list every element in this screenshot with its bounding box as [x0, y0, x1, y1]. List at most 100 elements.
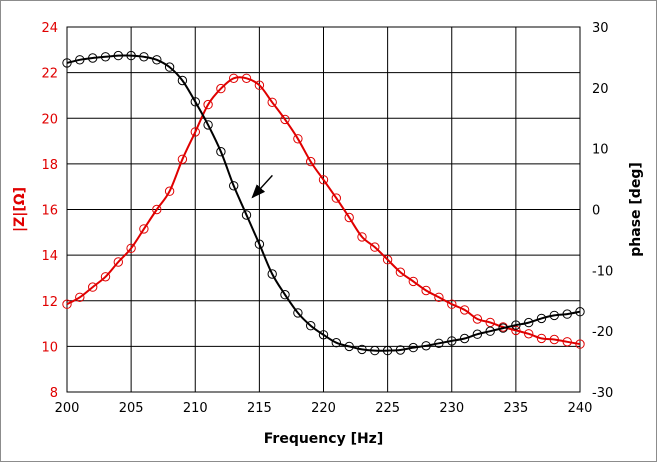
- y-right-tick-label: -10: [592, 264, 613, 279]
- phase-data-point: [254, 239, 265, 249]
- y-right-axis-title: phase [deg]: [628, 162, 644, 256]
- phase-data-point: [113, 50, 124, 61]
- phase-data-point: [75, 55, 85, 65]
- x-tick-label: 230: [439, 401, 464, 416]
- x-tick-label: 205: [119, 401, 144, 416]
- phase-data-point: [318, 330, 329, 340]
- impedance-data-point: [152, 204, 162, 215]
- impedance-data-point: [190, 127, 201, 137]
- y-left-tick-label: 12: [41, 295, 58, 310]
- phase-data-point: [100, 52, 111, 62]
- impedance-data-point: [459, 305, 470, 315]
- impedance-data-point: [254, 80, 265, 90]
- impedance-data-point: [447, 299, 457, 309]
- impedance-data-point: [434, 292, 444, 302]
- phase-data-point: [472, 329, 483, 339]
- annotations: [251, 174, 273, 199]
- phase-data-point: [306, 321, 316, 331]
- annotation-arrow: [251, 174, 273, 199]
- x-axis-title: Frequency [Hz]: [264, 431, 383, 447]
- y-right-tick-label: 10: [592, 143, 609, 158]
- impedance-data-point: [370, 242, 380, 252]
- x-tick-label: 200: [55, 401, 80, 416]
- impedance-data-point: [164, 186, 175, 196]
- phase-data-point: [575, 307, 585, 317]
- impedance-data-point: [75, 292, 85, 302]
- y-right-tick-label: 0: [592, 204, 600, 219]
- x-tick-label: 235: [503, 401, 528, 416]
- phase-data-point: [485, 326, 495, 336]
- y-right-tick-label: -20: [592, 325, 613, 340]
- impedance-data-point: [280, 114, 290, 125]
- phase-data-point: [177, 75, 188, 86]
- grid: [66, 26, 581, 393]
- axes: 200 205 210 215 220 225 230 235 2408101214161820…: [41, 21, 613, 416]
- impedance-data-point: [536, 333, 547, 344]
- impedance-data-point: [357, 232, 367, 242]
- impedance-data-point: [331, 193, 341, 203]
- y-left-tick-label: 14: [41, 249, 58, 264]
- impedance-data-point: [113, 257, 124, 267]
- phase-data-point: [524, 317, 534, 328]
- phase-data-point: [408, 342, 418, 353]
- y-right-tick-label: 20: [592, 82, 609, 97]
- y-left-tick-label: 18: [41, 158, 58, 173]
- phase-data-point: [331, 338, 341, 348]
- y-left-tick-label: 8: [50, 386, 58, 401]
- x-tick-label: 220: [311, 401, 336, 416]
- phase-data-point: [62, 58, 72, 68]
- y-left-tick-label: 10: [41, 340, 58, 355]
- phase-data-point: [421, 341, 431, 351]
- phase-data-point: [344, 341, 354, 352]
- impedance-data-point: [395, 267, 406, 277]
- impedance-data-point: [575, 339, 585, 349]
- y-left-tick-label: 20: [41, 112, 58, 127]
- phase-data-point: [459, 333, 470, 344]
- phase-data-point: [395, 345, 406, 355]
- impedance-data-point: [139, 224, 149, 234]
- phase-data-point: [382, 345, 393, 356]
- phase-data-point: [536, 313, 547, 324]
- phase-data-point: [549, 310, 559, 321]
- x-tick-label: 210: [183, 401, 208, 416]
- phase-data-point: [139, 52, 149, 62]
- phase-data-point: [88, 53, 98, 63]
- impedance-data-point: [306, 156, 316, 167]
- y-left-tick-label: 24: [41, 21, 58, 36]
- impedance-data-point: [126, 243, 136, 254]
- x-tick-label: 215: [247, 401, 272, 416]
- y-right-tick-label: 30: [592, 21, 609, 36]
- impedance-data-point: [241, 73, 252, 84]
- phase-data-point: [216, 147, 226, 157]
- y-left-tick-label: 16: [41, 204, 58, 219]
- x-tick-label: 240: [568, 401, 593, 416]
- impedance-data-point: [267, 97, 277, 108]
- impedance-data-point: [382, 255, 393, 265]
- phase-data-point: [293, 308, 303, 318]
- y-left-axis-title: |Z|[Ω]: [12, 187, 28, 232]
- impedance-data-point: [216, 83, 226, 94]
- impedance-data-point: [421, 285, 431, 296]
- phase-data-point: [203, 120, 213, 130]
- data-series: [62, 50, 585, 356]
- impedance-data-point: [549, 334, 559, 345]
- impedance-data-point: [177, 154, 188, 165]
- impedance-data-point: [408, 276, 418, 287]
- phase-data-point: [190, 97, 201, 107]
- phase-data-point: [434, 338, 444, 348]
- phase-data-point: [241, 210, 252, 220]
- impedance-data-point: [203, 99, 213, 110]
- impedance-data-point: [562, 337, 572, 347]
- phase-data-point: [164, 62, 175, 72]
- phase-data-point: [498, 323, 508, 333]
- phase-data-point: [370, 345, 380, 356]
- impedance-data-point: [62, 299, 72, 309]
- phase-data-point: [447, 336, 457, 346]
- y-right-tick-label: -30: [592, 386, 613, 401]
- impedance-data-point: [229, 73, 239, 84]
- impedance-data-point: [293, 134, 303, 144]
- impedance-data-point: [344, 212, 354, 223]
- impedance-data-point: [511, 325, 521, 336]
- phase-data-point: [357, 344, 367, 355]
